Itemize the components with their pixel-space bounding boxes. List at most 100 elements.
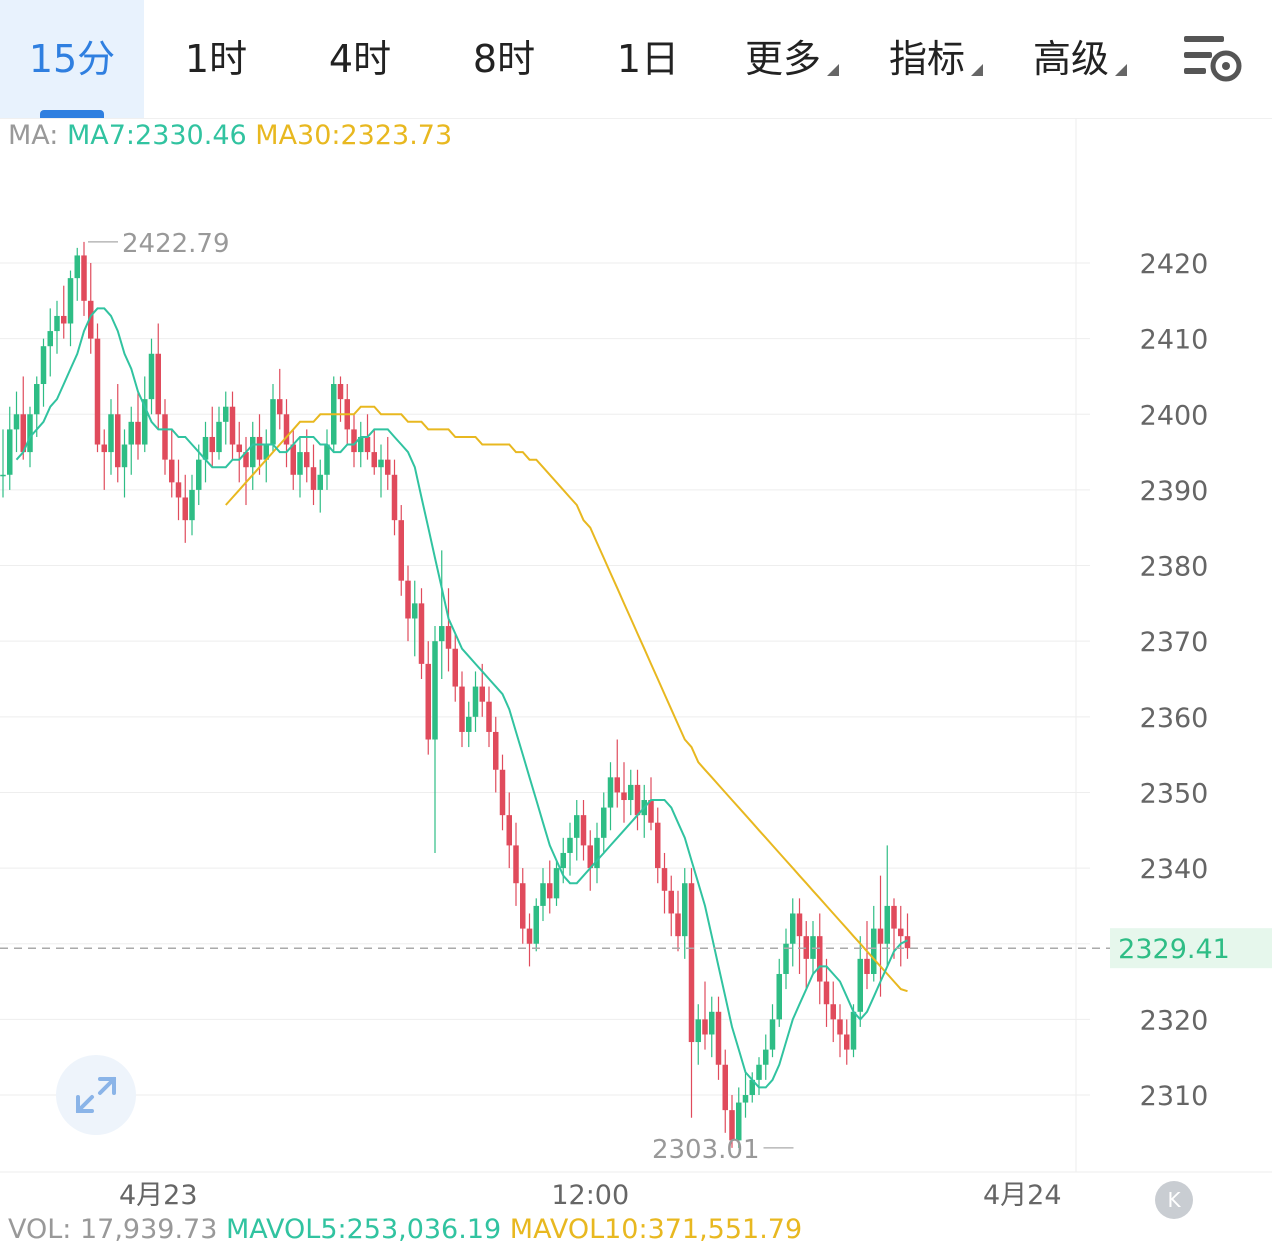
mavol5-value: MAVOL5:253,036.19 — [225, 1214, 502, 1245]
x-tick-label: 12:00 — [551, 1180, 629, 1211]
candle-body — [155, 353, 161, 415]
candle-body — [790, 913, 796, 944]
candle-body — [223, 406, 229, 422]
candle-body — [513, 845, 519, 884]
candle-body — [709, 1011, 715, 1035]
candle-body — [864, 958, 870, 974]
tab-label: 高级 — [1032, 37, 1109, 81]
chart-settings-icon[interactable] — [1180, 30, 1244, 86]
y-tick-label: 2410 — [1140, 325, 1209, 356]
tab-4[interactable]: 1日 — [576, 0, 720, 118]
candle-body — [310, 467, 317, 490]
candle-body — [904, 936, 911, 949]
candle-body — [290, 444, 296, 475]
candle-body — [688, 883, 695, 1043]
dropdown-caret-icon — [1115, 64, 1127, 76]
ma30-value: MA30:2323.73 — [255, 120, 453, 151]
candle-body — [94, 338, 101, 445]
tab-label: 1日 — [616, 37, 680, 81]
candle-body — [877, 928, 884, 944]
candle-body — [304, 452, 310, 468]
tab-3[interactable]: 8时 — [432, 0, 576, 118]
candle-body — [337, 384, 344, 400]
y-tick-label: 2400 — [1140, 400, 1209, 431]
candle-body — [405, 580, 411, 619]
high-price-label: 2422.79 — [122, 229, 230, 259]
tab-5[interactable]: 更多 — [720, 0, 864, 118]
tab-2[interactable]: 4时 — [288, 0, 432, 118]
candle-body — [128, 421, 134, 445]
y-tick-label: 2360 — [1140, 703, 1209, 734]
candle-body — [74, 255, 80, 279]
candle-body — [371, 452, 377, 468]
current-price-label: 2329.41 — [1118, 934, 1230, 965]
candle-body — [493, 731, 499, 770]
candle-body — [803, 936, 809, 959]
ma7-line — [15, 307, 908, 1089]
candle-body — [263, 444, 269, 460]
candle-body — [27, 414, 33, 453]
active-tab-indicator — [40, 110, 104, 118]
k-button[interactable]: K — [1155, 1181, 1193, 1219]
expand-icon — [76, 1077, 116, 1113]
candle-body — [229, 406, 236, 445]
candle-body — [648, 800, 654, 823]
candle-body — [891, 905, 897, 929]
candle-body — [715, 1011, 722, 1065]
candle-body — [837, 1019, 843, 1035]
candle-body — [283, 414, 290, 445]
candle-body — [391, 474, 398, 521]
y-tick-label: 2350 — [1140, 778, 1209, 809]
candle-body — [364, 436, 371, 453]
candle-body — [526, 928, 533, 944]
candle-body — [722, 1064, 728, 1111]
dropdown-caret-icon — [971, 64, 983, 76]
tab-6[interactable]: 指标 — [864, 0, 1008, 118]
candle-body — [121, 444, 128, 468]
candle-body — [567, 837, 573, 853]
candle-body — [594, 837, 600, 869]
candle-body — [378, 459, 384, 468]
candlestick-chart[interactable]: 2420 2410 2400 2390 2380 2370 2360 2350 2340 2320… — [0, 118, 1272, 1234]
candle-body — [358, 436, 364, 453]
ma-prefix: MA: — [8, 120, 59, 151]
expand-button[interactable] — [56, 1055, 136, 1135]
candle-body — [67, 278, 74, 324]
candle-body — [695, 1019, 701, 1043]
candle-body — [196, 459, 202, 490]
candle-body — [418, 603, 425, 664]
candle-body — [742, 1095, 749, 1103]
candle-body — [250, 436, 256, 468]
candle-body — [175, 482, 182, 498]
candle-body — [749, 1079, 755, 1095]
candle-body — [486, 701, 492, 732]
candle-body — [256, 436, 263, 460]
candle-body — [270, 399, 276, 445]
candle-body — [148, 353, 155, 400]
x-tick-label: 4月23 — [119, 1180, 198, 1211]
candle-body — [20, 414, 26, 453]
candle-body — [736, 1102, 742, 1141]
candle-body — [40, 346, 47, 385]
candle-body — [34, 384, 40, 415]
tab-0[interactable]: 15分 — [0, 0, 144, 118]
y-tick-label: 2420 — [1140, 249, 1209, 280]
tab-7[interactable]: 高级 — [1008, 0, 1152, 118]
tab-label: 指标 — [888, 37, 965, 81]
vol-value: VOL: 17,939.73 — [8, 1214, 218, 1245]
tab-label: 更多 — [744, 37, 821, 81]
ma30-line — [225, 405, 908, 993]
candle-body — [763, 1049, 769, 1065]
candle-body — [351, 429, 357, 453]
mavol10-value: MAVOL10:371,551.79 — [509, 1214, 803, 1245]
candle-body — [884, 905, 890, 944]
candle-body — [452, 648, 458, 687]
candle-body — [506, 815, 512, 846]
candle-body — [466, 716, 472, 732]
candle-body — [7, 429, 13, 475]
tab-1[interactable]: 1时 — [144, 0, 288, 118]
candle-body — [844, 1034, 850, 1050]
candle-body — [796, 913, 803, 937]
candle-body — [297, 452, 303, 475]
ma-legend: MA: MA7:2330.46 MA30:2323.73 — [8, 120, 452, 151]
